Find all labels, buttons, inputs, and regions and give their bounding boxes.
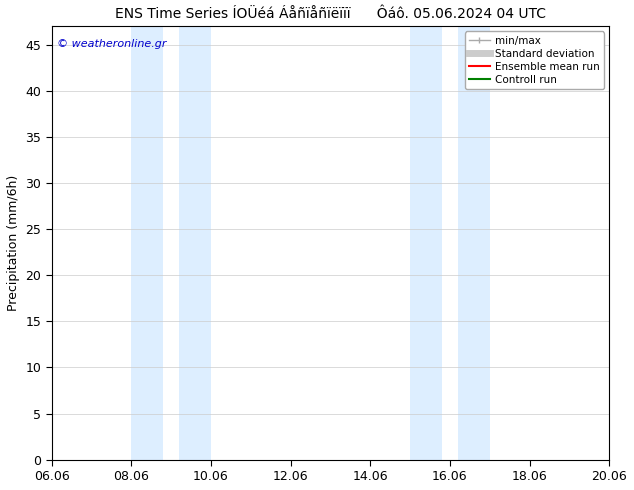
- Legend: min/max, Standard deviation, Ensemble mean run, Controll run: min/max, Standard deviation, Ensemble me…: [465, 31, 604, 89]
- Bar: [410, 26, 442, 460]
- Title: ENS Time Series ÍOÜéá Áåñïåñïëïïï      Ôáô. 05.06.2024 04 UTC: ENS Time Series ÍOÜéá Áåñïåñïëïïï Ôáô. 0…: [115, 7, 546, 21]
- Text: © weatheronline.gr: © weatheronline.gr: [57, 39, 167, 49]
- Y-axis label: Precipitation (mm/6h): Precipitation (mm/6h): [7, 175, 20, 311]
- Bar: [458, 26, 489, 460]
- Bar: [131, 26, 164, 460]
- Bar: [179, 26, 211, 460]
